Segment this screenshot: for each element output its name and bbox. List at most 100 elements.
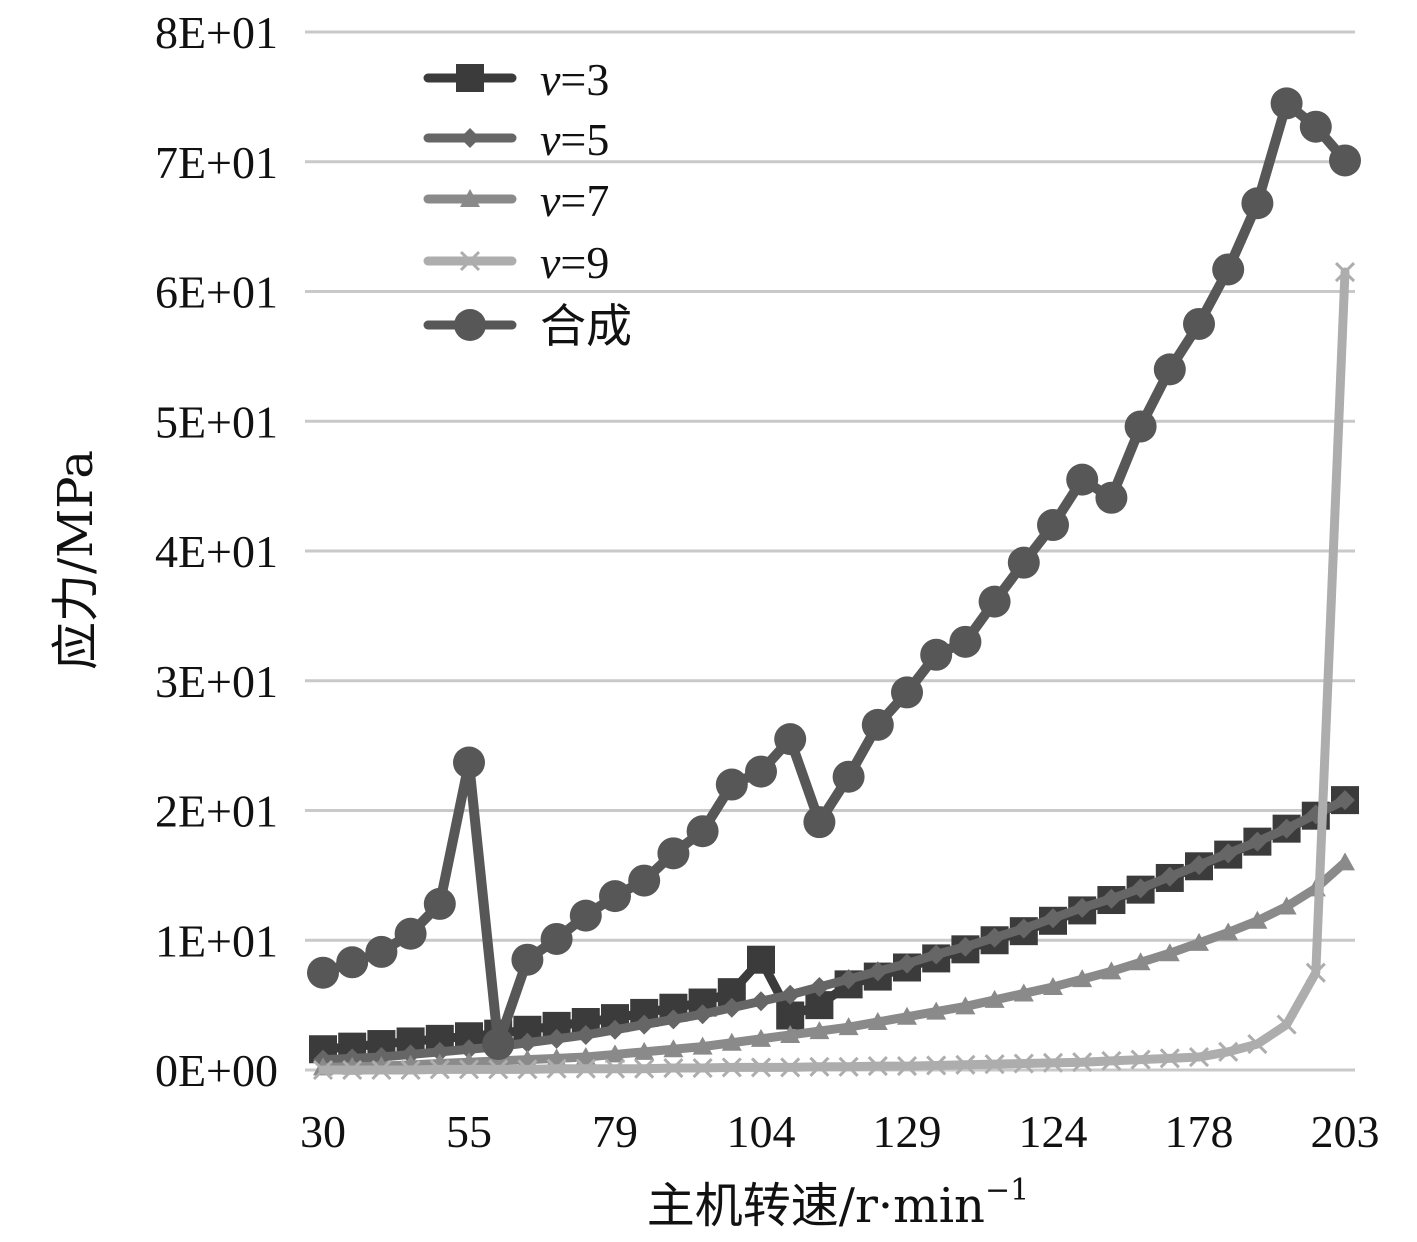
series-point	[809, 1056, 830, 1077]
legend-label: v=3	[540, 54, 609, 105]
series-line	[318, 267, 1350, 1075]
legend-swatch-marker	[456, 64, 484, 92]
series-point	[634, 1058, 655, 1079]
series-point	[1188, 1046, 1210, 1068]
y-tick-label: 4E+01	[155, 526, 278, 577]
series-point	[1212, 253, 1245, 286]
series-point	[1276, 1014, 1297, 1035]
series-point	[1241, 187, 1274, 220]
x-tick-label: 79	[592, 1106, 638, 1157]
series-point	[429, 1059, 450, 1080]
series-point	[1218, 843, 1239, 864]
series-point	[1247, 910, 1268, 929]
series-point	[774, 723, 807, 756]
series-point	[1066, 463, 1099, 496]
x-tick-label: 104	[727, 1106, 796, 1157]
series-point	[400, 1059, 421, 1081]
legend-item-3: v=9	[423, 237, 609, 288]
series-point	[926, 1001, 947, 1020]
series-point	[1153, 353, 1186, 386]
series-point	[482, 1028, 515, 1061]
y-tick-label: 3E+01	[155, 656, 278, 707]
series-point	[721, 997, 742, 1018]
series-point	[715, 768, 748, 801]
x-tick-label: 55	[446, 1106, 492, 1157]
series-line	[318, 98, 1350, 1050]
legend-label-italic: v	[540, 237, 561, 288]
series-point	[984, 1054, 1005, 1075]
series-point	[891, 676, 923, 709]
legend-item-1: v=5	[423, 114, 609, 165]
series-point	[721, 1032, 742, 1051]
series-point	[1072, 897, 1093, 918]
series-point	[1130, 1049, 1151, 1070]
series-point	[1042, 1052, 1064, 1073]
legend-label-rest: =5	[560, 114, 609, 165]
series-point	[1101, 888, 1122, 909]
series-point	[721, 1057, 742, 1078]
series-point	[400, 1044, 421, 1065]
series-point	[838, 1056, 859, 1077]
series-point	[955, 996, 976, 1015]
series-point	[897, 953, 917, 974]
series-point	[861, 708, 894, 741]
x-tick-label: 30	[300, 1106, 346, 1157]
legend-swatch-marker	[459, 250, 481, 272]
series-point	[1299, 110, 1332, 143]
series-point	[838, 969, 859, 990]
series-point	[867, 1011, 888, 1030]
series-point	[1276, 818, 1297, 839]
series-point	[926, 944, 947, 965]
series-point	[575, 1058, 596, 1079]
series-point	[949, 625, 982, 658]
x-tick-label: 178	[1165, 1106, 1234, 1157]
series-point	[1335, 790, 1355, 811]
series-point	[803, 806, 836, 839]
series-point	[540, 922, 573, 955]
series-point	[1043, 976, 1063, 995]
series-point	[1276, 896, 1297, 915]
series-point	[1072, 969, 1093, 988]
series-point	[628, 864, 661, 897]
x-tick-label: 124	[1019, 1106, 1088, 1157]
series-point	[750, 1057, 772, 1078]
series-point	[429, 1041, 450, 1062]
series-point	[365, 935, 398, 968]
series-point	[634, 1041, 655, 1060]
x-axis-label-main: 主机转速/r·min	[647, 1178, 985, 1234]
series-point	[517, 1059, 538, 1080]
legend-label: v=7	[540, 175, 609, 226]
legend-label-rest: =9	[560, 237, 609, 288]
legend-label: v=9	[540, 237, 609, 288]
series-point	[1037, 509, 1069, 542]
series-point	[780, 1057, 801, 1078]
series-point	[517, 1032, 538, 1053]
series-point	[371, 1059, 392, 1081]
legend-swatch-marker	[460, 189, 480, 207]
series-point	[897, 1006, 917, 1025]
series-point	[747, 945, 775, 974]
series-point	[307, 956, 339, 989]
gridlines	[305, 30, 1355, 1072]
y-tick-label: 0E+00	[155, 1045, 278, 1096]
series-point	[312, 1059, 334, 1081]
series-3	[312, 261, 1356, 1081]
series-point	[575, 1024, 596, 1045]
series-point	[867, 961, 888, 982]
series-point	[751, 1028, 771, 1047]
series-point	[751, 991, 771, 1012]
series-point	[978, 585, 1011, 618]
series-point	[453, 746, 485, 779]
y-tick-label: 6E+01	[155, 267, 278, 318]
x-axis-label: 主机转速/r·min−1	[647, 1173, 1029, 1234]
series-point	[686, 815, 719, 848]
legend-label-italic: v	[540, 54, 561, 105]
legend-item-0: v=3	[423, 54, 609, 105]
series-point	[780, 1024, 801, 1043]
series-point	[809, 1021, 830, 1040]
y-tick-label: 2E+01	[155, 786, 278, 837]
series-point	[809, 976, 830, 997]
series-point	[1159, 943, 1180, 962]
series-point	[634, 1014, 655, 1035]
